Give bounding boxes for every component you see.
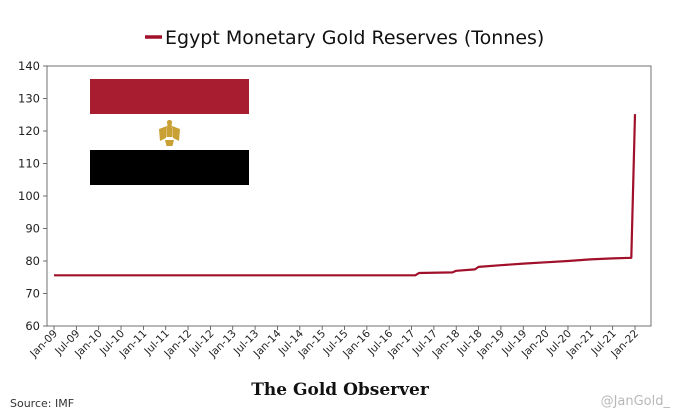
brand-logo-text: The Gold Observer (251, 380, 429, 400)
y-tick-label: 100 (18, 189, 40, 203)
y-tick-label: 70 (25, 287, 40, 301)
flag-red-stripe (90, 79, 249, 114)
flag-black-stripe (90, 150, 249, 185)
y-tick-label: 130 (18, 92, 40, 106)
y-axis: 60 70 80 90 100 110 120 130 140 (18, 59, 47, 333)
chart-legend: Egypt Monetary Gold Reserves (Tonnes) (145, 27, 544, 49)
y-tick-label: 80 (25, 254, 40, 268)
chart-title: Egypt Monetary Gold Reserves (Tonnes) (165, 27, 544, 49)
x-axis: Jan-09Jul-09Jan-10Jul-10Jan-11Jul-11Jan-… (27, 326, 641, 360)
y-tick-label: 140 (18, 59, 40, 73)
egypt-flag-icon (90, 79, 249, 185)
eagle-of-saladin-icon (159, 119, 180, 146)
author-handle: @JanGold_ (600, 394, 670, 409)
y-tick-label: 110 (18, 157, 40, 171)
series-line-egypt-gold (54, 114, 637, 277)
y-tick-label: 60 (25, 319, 40, 333)
source-note: Source: IMF (10, 397, 75, 410)
y-tick-label: 120 (18, 124, 40, 138)
y-tick-label: 90 (25, 222, 40, 236)
